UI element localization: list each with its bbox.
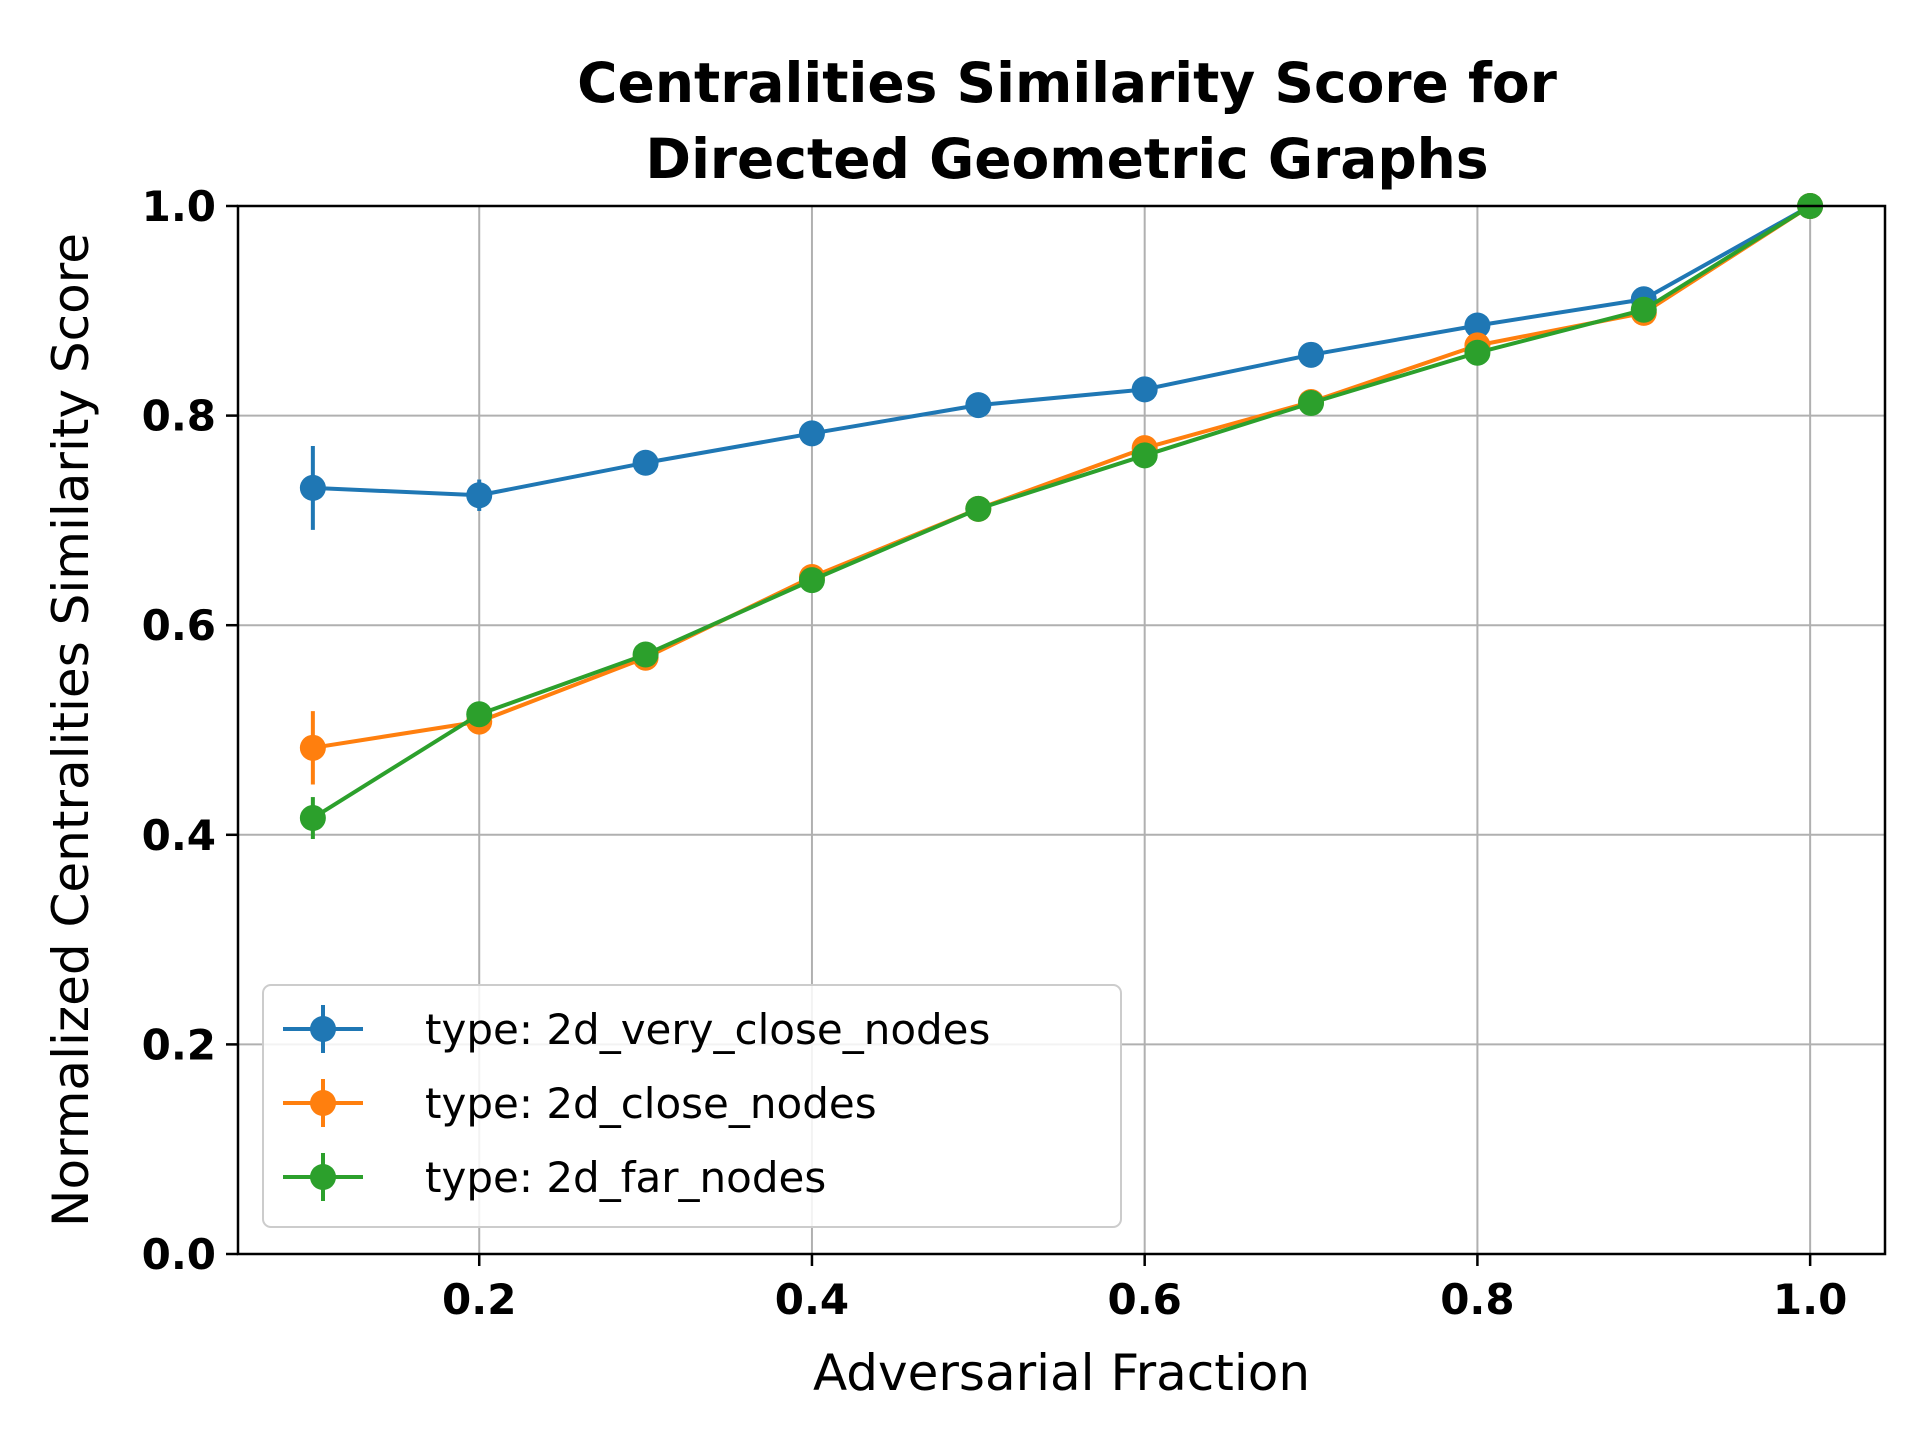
legend-label: type: 2d_very_close_nodes	[425, 1005, 990, 1054]
legend-item: type: 2d_far_nodes	[283, 1153, 826, 1202]
chart-title-line-2: Directed Geometric Graphs	[645, 127, 1488, 191]
plot-frame	[236, 204, 1887, 1256]
legend: type: 2d_very_close_nodes type: 2d_close_…	[262, 984, 1122, 1228]
data-point	[1131, 442, 1158, 469]
data-point	[1131, 376, 1158, 403]
axis-ticks: 0.2 0.4 0.6 0.8 1.0 0.0 0.2 0.4 0.6 0.8 1.0	[142, 182, 1848, 1324]
y-tick-label: 0.8	[142, 392, 216, 441]
legend-box	[262, 984, 1122, 1228]
series-line	[312, 204, 1812, 498]
data-point	[299, 805, 326, 832]
x-axis-label: Adversarial Fraction	[813, 1344, 1310, 1402]
series-line	[312, 204, 1812, 750]
y-tick-label: 1.0	[142, 182, 216, 231]
legend-marker	[310, 1164, 336, 1190]
y-tick-label: 0.4	[142, 811, 216, 860]
data-point	[798, 567, 825, 594]
x-tick-label: 0.2	[442, 1275, 516, 1324]
y-axis-label: Normalized Centralities Similarity Score	[42, 233, 100, 1227]
data-point	[632, 449, 659, 476]
data-point	[466, 482, 493, 509]
y-tick-label: 0.6	[142, 601, 216, 650]
data-point	[466, 701, 493, 728]
x-tick-label: 0.6	[1107, 1275, 1181, 1324]
y-tick-label: 0.0	[142, 1230, 216, 1279]
data-point	[299, 734, 326, 761]
data-point	[1298, 390, 1325, 417]
data-point	[1298, 341, 1325, 368]
x-tick-label: 0.4	[775, 1275, 849, 1324]
series-3	[299, 193, 1824, 839]
data-point	[299, 474, 326, 501]
data-point	[965, 495, 992, 522]
legend-label: type: 2d_far_nodes	[425, 1153, 826, 1202]
legend-marker	[310, 1016, 336, 1042]
legend-item: type: 2d_close_nodes	[283, 1079, 877, 1128]
legend-label: type: 2d_close_nodes	[425, 1079, 877, 1128]
series-layer	[299, 193, 1824, 839]
legend-marker	[310, 1090, 336, 1116]
data-point	[1464, 339, 1491, 366]
data-point	[632, 641, 659, 668]
data-point	[1630, 296, 1657, 323]
legend-item: type: 2d_very_close_nodes	[283, 1005, 990, 1054]
chart-title-line-1: Centralities Similarity Score for	[577, 51, 1557, 115]
series-line	[311, 204, 1812, 820]
data-point	[965, 392, 992, 419]
x-tick-label: 1.0	[1773, 1275, 1847, 1324]
y-tick-label: 0.2	[142, 1020, 216, 1069]
data-point	[798, 420, 825, 447]
data-point	[1464, 312, 1491, 339]
x-tick-label: 0.8	[1440, 1275, 1514, 1324]
